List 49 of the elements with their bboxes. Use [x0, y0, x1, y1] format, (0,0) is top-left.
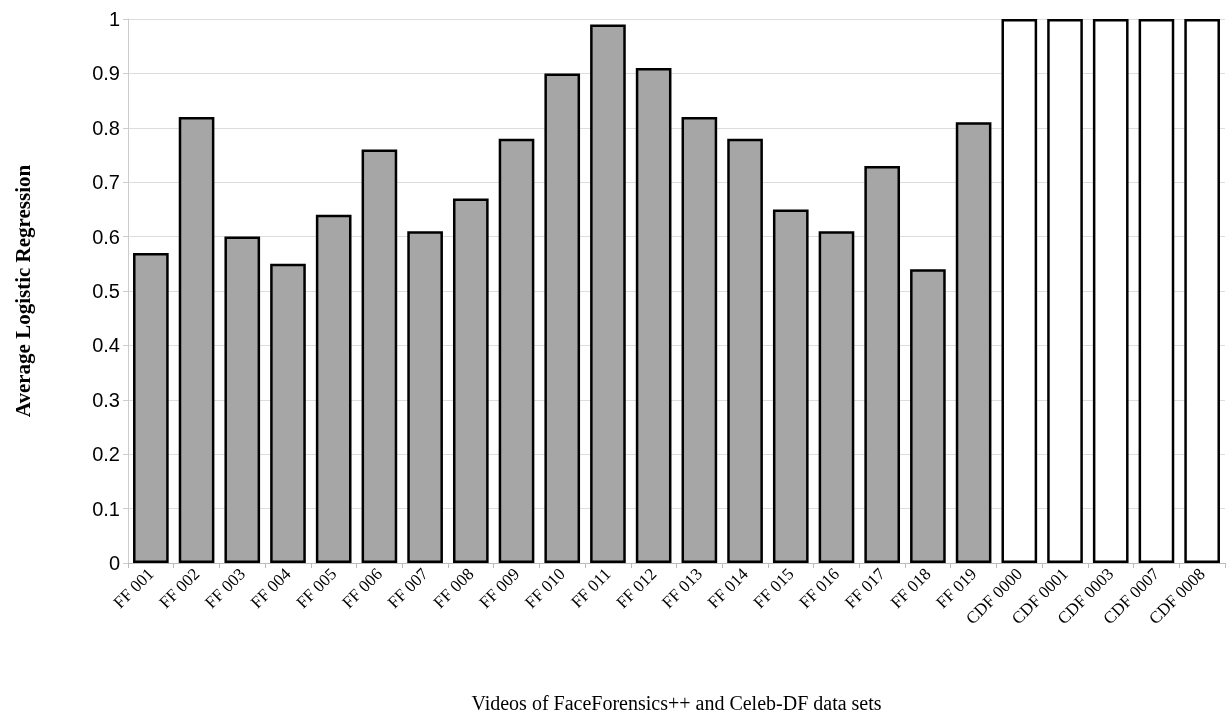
bar — [910, 269, 946, 563]
bar — [681, 116, 718, 563]
x-tick-label: FF 018 — [886, 564, 935, 613]
bar — [133, 252, 169, 563]
bar — [1001, 19, 1038, 563]
x-tick-label: FF 007 — [384, 564, 432, 613]
bar — [818, 231, 855, 563]
y-tick-label: 0.4 — [92, 334, 120, 357]
bar — [452, 198, 489, 563]
x-tick-label: FF 003 — [201, 564, 249, 613]
x-tick-label: FF 016 — [795, 564, 844, 613]
y-tick-label: 0.5 — [92, 280, 120, 302]
y-tick-label: 0 — [108, 552, 120, 574]
x-tick-label: FF 008 — [429, 564, 478, 613]
x-tick-label: FF 010 — [521, 564, 569, 613]
y-axis-title: Average Logistic Regression — [10, 164, 35, 418]
y-tick-label: 0.3 — [92, 388, 120, 411]
bar — [315, 214, 352, 563]
bar — [590, 24, 626, 563]
y-tick-label: 0.2 — [92, 443, 120, 466]
y-tick-label: 1 — [108, 8, 120, 30]
x-tick-label: FF 012 — [612, 564, 661, 613]
bar — [772, 209, 809, 563]
bar — [1138, 19, 1175, 563]
x-tick-label: FF 009 — [475, 564, 524, 613]
bar — [864, 165, 901, 563]
bar — [224, 236, 261, 563]
bar — [361, 149, 398, 563]
bar — [727, 138, 763, 563]
bar — [1184, 19, 1220, 563]
bar — [1047, 19, 1083, 563]
bar — [498, 138, 535, 563]
y-tick-label: 0.1 — [92, 497, 120, 520]
y-tick-label: 0.6 — [92, 225, 120, 248]
x-tick-label: FF 002 — [155, 564, 204, 613]
x-tick-label: FF 006 — [338, 564, 387, 613]
x-axis-title: Videos of FaceForensics++ and Celeb-DF data sets — [471, 692, 882, 714]
bar — [407, 231, 443, 563]
x-tick-label: FF 011 — [567, 564, 615, 612]
bar — [544, 73, 581, 563]
y-tick-label: 0.7 — [92, 171, 120, 194]
x-tick-label: FF 017 — [841, 564, 889, 613]
y-tick-label: 0.8 — [92, 116, 120, 139]
bar — [178, 116, 215, 563]
bar — [1092, 19, 1129, 563]
bar — [270, 263, 306, 563]
bar — [635, 67, 672, 563]
y-tick-label: 0.9 — [92, 62, 120, 85]
bar — [955, 122, 992, 563]
